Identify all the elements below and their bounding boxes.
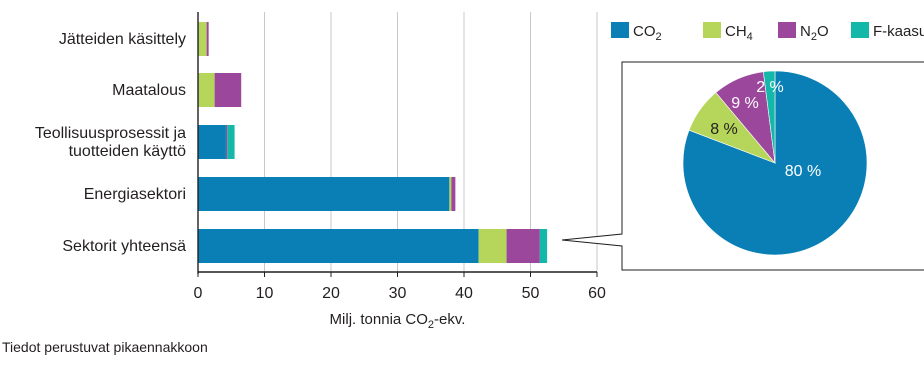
footnote: Tiedot perustuvat pikaennakkoon xyxy=(2,339,208,355)
bar-segment xyxy=(198,73,215,107)
x-tick-label: 10 xyxy=(256,285,274,302)
pie-slice-label: 8 % xyxy=(710,121,738,138)
x-tick-label: 60 xyxy=(588,285,606,302)
bar-segment xyxy=(198,22,207,56)
category-label: Maatalous xyxy=(112,82,186,99)
x-tick-label: 50 xyxy=(522,285,540,302)
bar-segment xyxy=(214,73,242,107)
pie-slice xyxy=(763,70,776,164)
x-tick-label: 0 xyxy=(194,285,203,302)
grid-lines xyxy=(197,12,598,272)
legend: CO2 CH4 N2O F-kaasut xyxy=(611,22,924,43)
x-axis-title: Milj. tonnia CO2-ekv. xyxy=(330,311,466,331)
legend-label: CH4 xyxy=(725,23,753,43)
bar-segment xyxy=(198,229,479,263)
category-label: Jätteiden käsittely xyxy=(59,31,186,48)
bar-segment xyxy=(198,125,226,159)
category-labels: Jätteiden käsittely Maatalous Teollisuuspr… xyxy=(35,31,186,255)
bar-segment xyxy=(478,229,507,263)
legend-label: CO2 xyxy=(633,23,662,43)
bar-segment xyxy=(206,22,209,56)
category-label: tuotteiden käyttö xyxy=(69,143,187,160)
legend-swatch xyxy=(703,22,721,38)
x-axis: 0 10 20 30 40 50 60 Milj. tonnia CO2-ekv. xyxy=(194,12,606,331)
category-label: Sektorit yhteensä xyxy=(62,238,186,255)
bar-segment xyxy=(451,177,456,211)
legend-swatch xyxy=(851,22,869,38)
legend-label: F-kaasut xyxy=(873,23,924,40)
bar-segment xyxy=(449,177,452,211)
bar-segment xyxy=(539,229,548,263)
pie-slice xyxy=(682,70,868,256)
bar-segment xyxy=(506,229,540,263)
bar-segment xyxy=(225,125,228,159)
pie-chart: 80 % 8 % 9 %2 % xyxy=(682,70,868,256)
bar-segment xyxy=(198,177,450,211)
legend-label: N2O xyxy=(800,23,829,43)
legend-swatch xyxy=(611,22,629,38)
pie-slice-label: 2 % xyxy=(756,79,784,96)
pie-slice-label: 9 % xyxy=(731,95,759,112)
pie-slice-label: 80 % xyxy=(785,163,821,180)
x-tick-label: 40 xyxy=(455,285,473,302)
bar-segment xyxy=(227,125,235,159)
x-tick-label: 20 xyxy=(322,285,340,302)
stacked-bars xyxy=(198,22,548,263)
category-label: Energiasektori xyxy=(84,186,186,203)
x-tick-label: 30 xyxy=(389,285,407,302)
category-label: Teollisuusprosessit ja xyxy=(35,125,186,142)
legend-swatch xyxy=(778,22,796,38)
